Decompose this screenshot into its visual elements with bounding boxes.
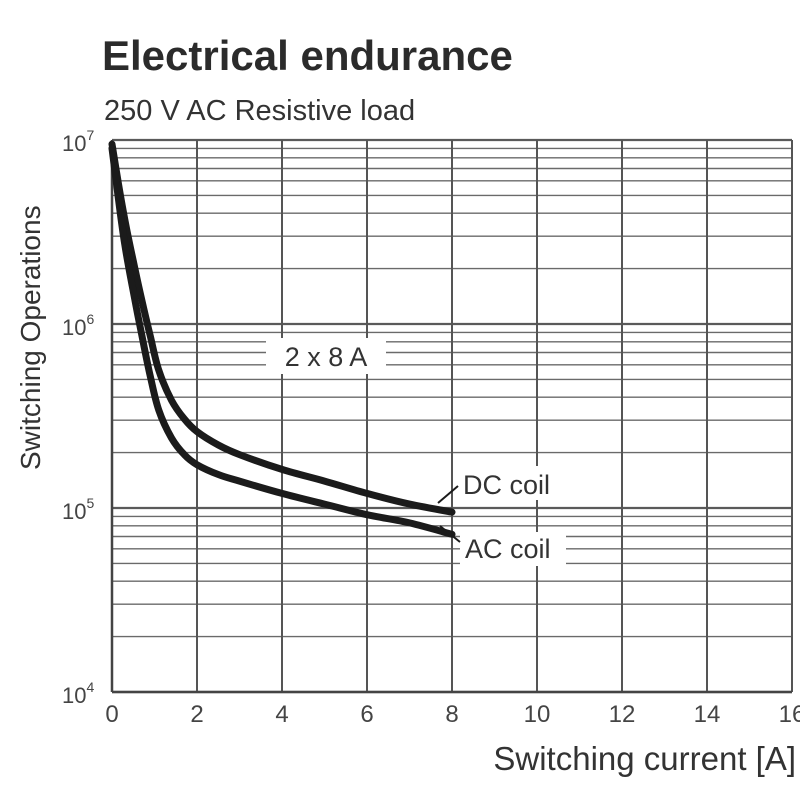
annotation-dc-coil: DC coil (463, 470, 550, 500)
x-tick-label: 16 (779, 701, 800, 728)
annotation-background (460, 466, 560, 500)
x-tick-label: 8 (445, 701, 458, 728)
annotation-backgrounds (266, 338, 566, 566)
annotation-ac-coil: AC coil (465, 534, 551, 564)
series-layer (108, 140, 456, 538)
y-axis-label: Switching Operations (15, 205, 46, 470)
annotation-2x8a: 2 x 8 A (285, 342, 368, 372)
x-tick-label: 12 (609, 701, 636, 728)
annotations: 2 x 8 A DC coil AC coil (285, 342, 551, 564)
x-tick-label: 14 (694, 701, 721, 728)
x-tick-label: 0 (105, 701, 118, 728)
grid (110, 138, 793, 694)
x-axis-label: Switching current [A] (493, 740, 796, 777)
x-tick-label: 2 (190, 701, 203, 728)
chart-title: Electrical endurance (102, 32, 513, 79)
annotation-background (266, 338, 386, 374)
x-tick-label: 10 (524, 701, 551, 728)
y-tick-label: 107 (62, 127, 94, 156)
annotation-background (460, 532, 566, 566)
x-tick-label: 6 (360, 701, 373, 728)
y-tick-label: 105 (62, 495, 94, 524)
y-tick-label: 106 (62, 311, 94, 340)
y-tick-label: 104 (62, 679, 94, 708)
x-tick-label: 4 (275, 701, 288, 728)
series-line-ac-coil (108, 144, 456, 538)
tick-labels: 0 2 4 6 8 10 12 14 16 104 105 106 107 (62, 127, 800, 728)
series-line-dc-coil (108, 140, 456, 516)
dc-coil-leader (437, 485, 459, 504)
ac-coil-leader (439, 525, 461, 543)
chart-subtitle: 250 V AC Resistive load (104, 95, 415, 127)
